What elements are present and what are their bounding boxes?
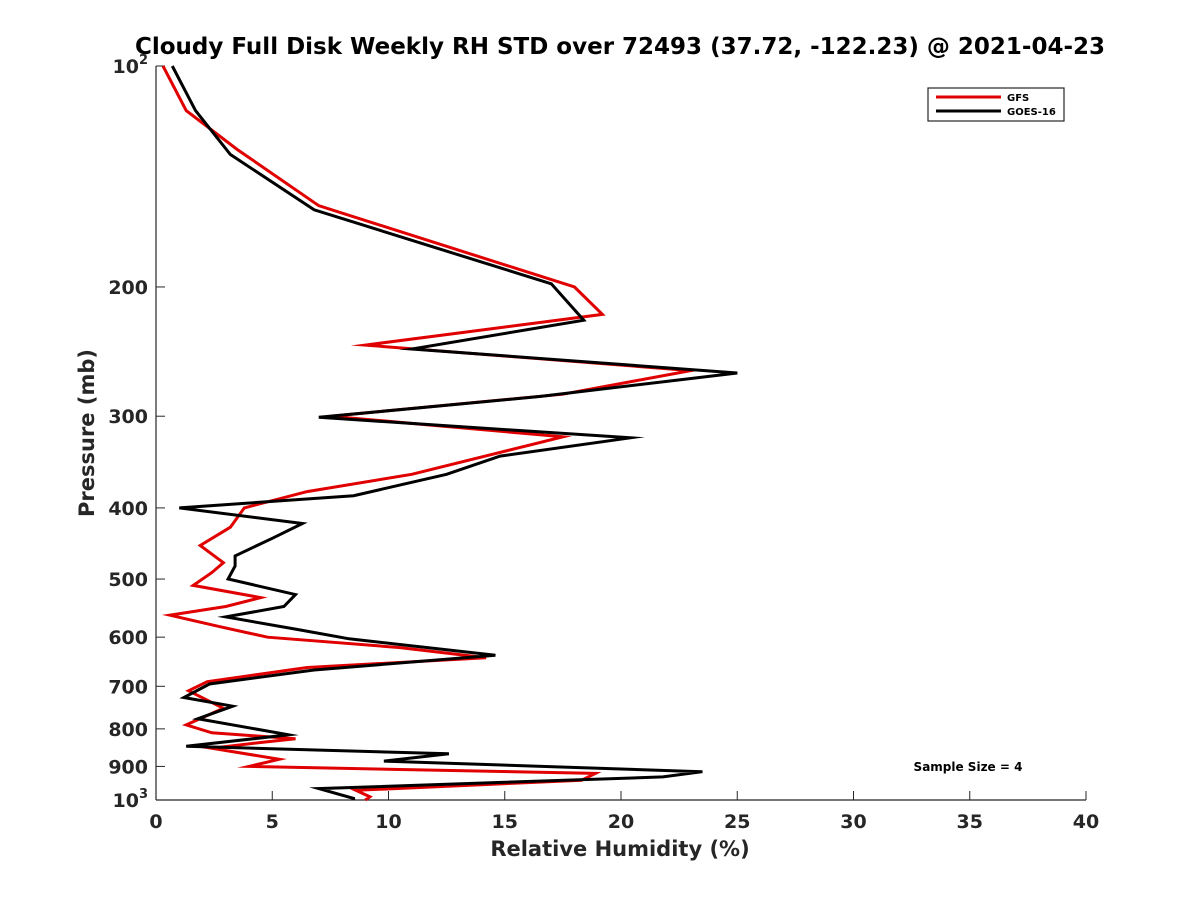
legend-label-gfs: GFS: [1007, 93, 1029, 104]
x-tick-label: 30: [840, 811, 866, 833]
x-tick-label: 0: [149, 811, 162, 833]
x-tick-label: 35: [957, 811, 983, 833]
y-tick-label: 102: [113, 53, 149, 78]
x-axis-label: Relative Humidity (%): [490, 837, 749, 861]
legend: GFS GOES-16: [927, 87, 1065, 122]
x-tick-label: 20: [608, 811, 634, 833]
x-tick-label: 15: [492, 811, 518, 833]
y-tick-label: 800: [108, 719, 148, 741]
y-tick-label: 103: [113, 787, 149, 812]
series-line-gfs: [161, 65, 703, 802]
legend-label-goes-16: GOES-16: [1007, 107, 1056, 118]
y-tick-label: 400: [108, 498, 148, 520]
y-tick-label: 900: [108, 756, 148, 778]
plot-area: 0 5 10 15 20 25 30 35 40 102 200 300 400 500 600 700 800…: [108, 53, 1099, 833]
y-tick-label: 300: [108, 406, 148, 428]
y-tick-label: 500: [108, 569, 148, 591]
x-tick-label: 10: [375, 811, 401, 833]
x-tick-label: 40: [1073, 811, 1099, 833]
y-tick-label: 600: [108, 627, 148, 649]
legend-box: [927, 87, 1065, 122]
y-tick-label: 200: [108, 277, 148, 299]
y-axis-label: Pressure (mb): [75, 349, 99, 517]
x-tick-label: 5: [266, 811, 279, 833]
chart-title: Cloudy Full Disk Weekly RH STD over 7249…: [135, 34, 1105, 60]
sample-size-annotation: Sample Size = 4: [914, 760, 1023, 774]
series-line-goes-16: [170, 65, 738, 800]
x-tick-label: 25: [724, 811, 750, 833]
y-tick-label: 700: [108, 676, 148, 698]
